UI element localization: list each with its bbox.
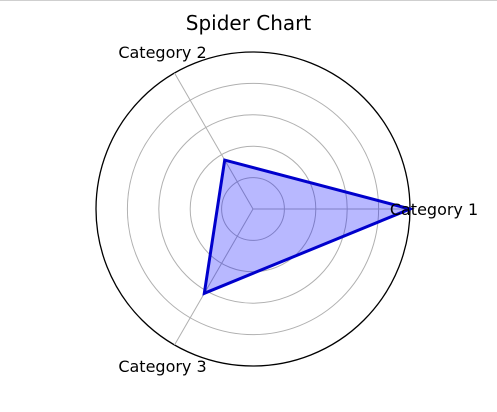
- series-polygon: [204, 160, 410, 293]
- category-label: Category 3: [118, 357, 206, 376]
- series-layer: [204, 160, 410, 293]
- category-label: Category 1: [390, 200, 478, 219]
- category-label: Category 2: [118, 43, 206, 62]
